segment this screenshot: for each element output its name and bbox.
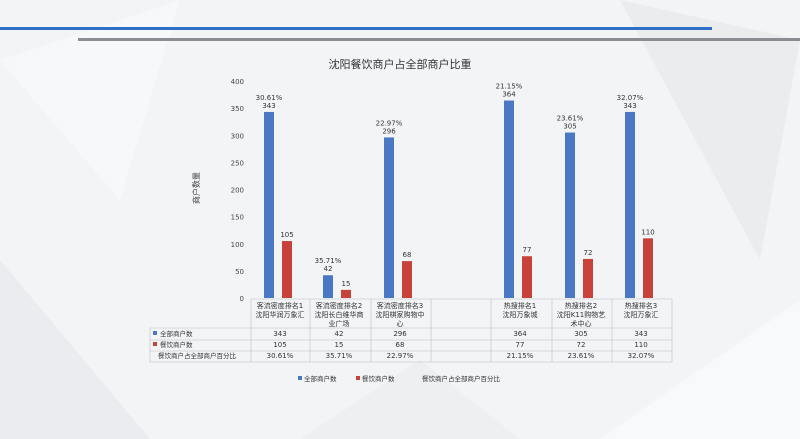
y-tick-label: 250 — [231, 159, 244, 167]
data-label-food: 15 — [342, 280, 351, 288]
bar-food-0 — [282, 241, 292, 298]
bar-total-5 — [625, 111, 635, 298]
bar-total-2 — [384, 137, 394, 298]
table-cell: 68 — [396, 341, 405, 349]
x-tick-label: 客流密度排名2 — [316, 301, 362, 310]
data-label-percent: 23.61% — [557, 115, 584, 123]
data-label-total: 296 — [382, 127, 396, 135]
data-label-total: 364 — [502, 91, 516, 99]
x-tick-label: 术中心 — [571, 319, 592, 328]
data-label-food: 105 — [280, 231, 293, 239]
bar-total-3 — [504, 100, 514, 298]
x-tick-label: 客流密度排名1 — [257, 301, 303, 310]
table-cell: 77 — [516, 341, 525, 349]
bar-food-4 — [583, 258, 593, 298]
table-cell: 22.97% — [387, 352, 414, 360]
table-cell: 72 — [577, 341, 586, 349]
x-tick-label: 心 — [397, 320, 404, 328]
legend-swatch — [356, 376, 360, 380]
x-tick-label: 业广场 — [329, 319, 350, 328]
y-tick-label: 150 — [231, 214, 244, 222]
y-tick-label: 200 — [231, 187, 244, 195]
table-cell: 296 — [393, 330, 407, 338]
x-tick-label: 沈阳棋家购物中 — [376, 310, 425, 319]
y-tick-label: 100 — [231, 241, 244, 249]
x-tick-label: 热搜排名1 — [504, 301, 536, 310]
table-cell: 15 — [335, 341, 344, 349]
legend-swatch-row — [153, 331, 157, 335]
chart-title: 沈阳餐饮商户占全部商户比重 — [329, 57, 472, 71]
data-label-percent: 22.97% — [376, 119, 403, 127]
data-label-total: 42 — [324, 265, 333, 273]
legend-label: 餐饮商户数 — [362, 374, 395, 383]
x-tick-label: 客流密度排名3 — [377, 301, 423, 310]
data-label-percent: 35.71% — [315, 257, 342, 265]
data-label-percent: 21.15% — [496, 83, 523, 91]
table-row-header: 餐饮商户占全部商户百分比 — [158, 351, 237, 360]
legend-label: 餐饮商户占全部商户百分比 — [422, 374, 501, 383]
bar-food-5 — [643, 238, 653, 298]
data-label-percent: 32.07% — [617, 94, 644, 102]
header-accent-gray — [78, 38, 800, 41]
table-cell: 42 — [335, 330, 344, 338]
data-label-food: 110 — [641, 228, 654, 236]
x-tick-label: 热搜排名2 — [565, 301, 597, 310]
table-cell: 364 — [513, 330, 527, 338]
x-tick-label: 热搜排名3 — [625, 301, 657, 310]
legend-label: 全部商户数 — [304, 374, 337, 383]
table-cell: 343 — [634, 330, 647, 338]
y-tick-label: 0 — [240, 295, 244, 303]
bar-total-4 — [565, 132, 575, 298]
bar-food-2 — [402, 261, 412, 298]
table-cell: 343 — [273, 330, 286, 338]
legend-swatch-row — [153, 342, 157, 346]
table-cell: 32.07% — [628, 352, 655, 360]
data-label-food: 68 — [403, 251, 412, 259]
table-cell: 305 — [574, 330, 587, 338]
data-label-total: 343 — [262, 102, 275, 110]
y-tick-label: 50 — [235, 268, 244, 276]
x-tick-label: 沈阳长白维华商 — [315, 310, 364, 319]
table-row-header: 餐饮商户数 — [160, 340, 193, 349]
table-cell: 23.61% — [568, 352, 595, 360]
x-tick-label: 沈阳K11购物艺 — [557, 310, 606, 319]
table-cell: 21.15% — [507, 352, 534, 360]
data-label-percent: 30.61% — [256, 94, 283, 102]
data-label-total: 343 — [623, 102, 636, 110]
table-cell: 110 — [634, 341, 647, 349]
x-tick-label: 沈阳万象汇 — [624, 310, 659, 319]
y-tick-label: 300 — [231, 132, 244, 140]
data-label-total: 305 — [563, 123, 576, 131]
bar-food-1 — [341, 289, 351, 298]
legend-swatch — [298, 376, 302, 380]
y-tick-label: 350 — [231, 105, 244, 113]
bar-food-3 — [522, 256, 532, 298]
table-cell: 35.71% — [326, 352, 353, 360]
data-label-food: 77 — [523, 246, 532, 254]
table-cell: 105 — [273, 341, 286, 349]
table-row-header: 全部商户数 — [160, 329, 193, 338]
bar-total-0 — [264, 111, 274, 298]
data-label-food: 72 — [584, 249, 593, 257]
header-accent-blue — [0, 27, 712, 30]
table-cell: 30.61% — [267, 352, 294, 360]
bar-total-1 — [323, 275, 333, 298]
y-tick-label: 400 — [231, 78, 244, 86]
x-tick-label: 沈阳万象城 — [503, 310, 538, 319]
x-tick-label: 沈阳华润万象汇 — [256, 310, 305, 319]
y-axis-label: 商户数量 — [191, 172, 201, 204]
